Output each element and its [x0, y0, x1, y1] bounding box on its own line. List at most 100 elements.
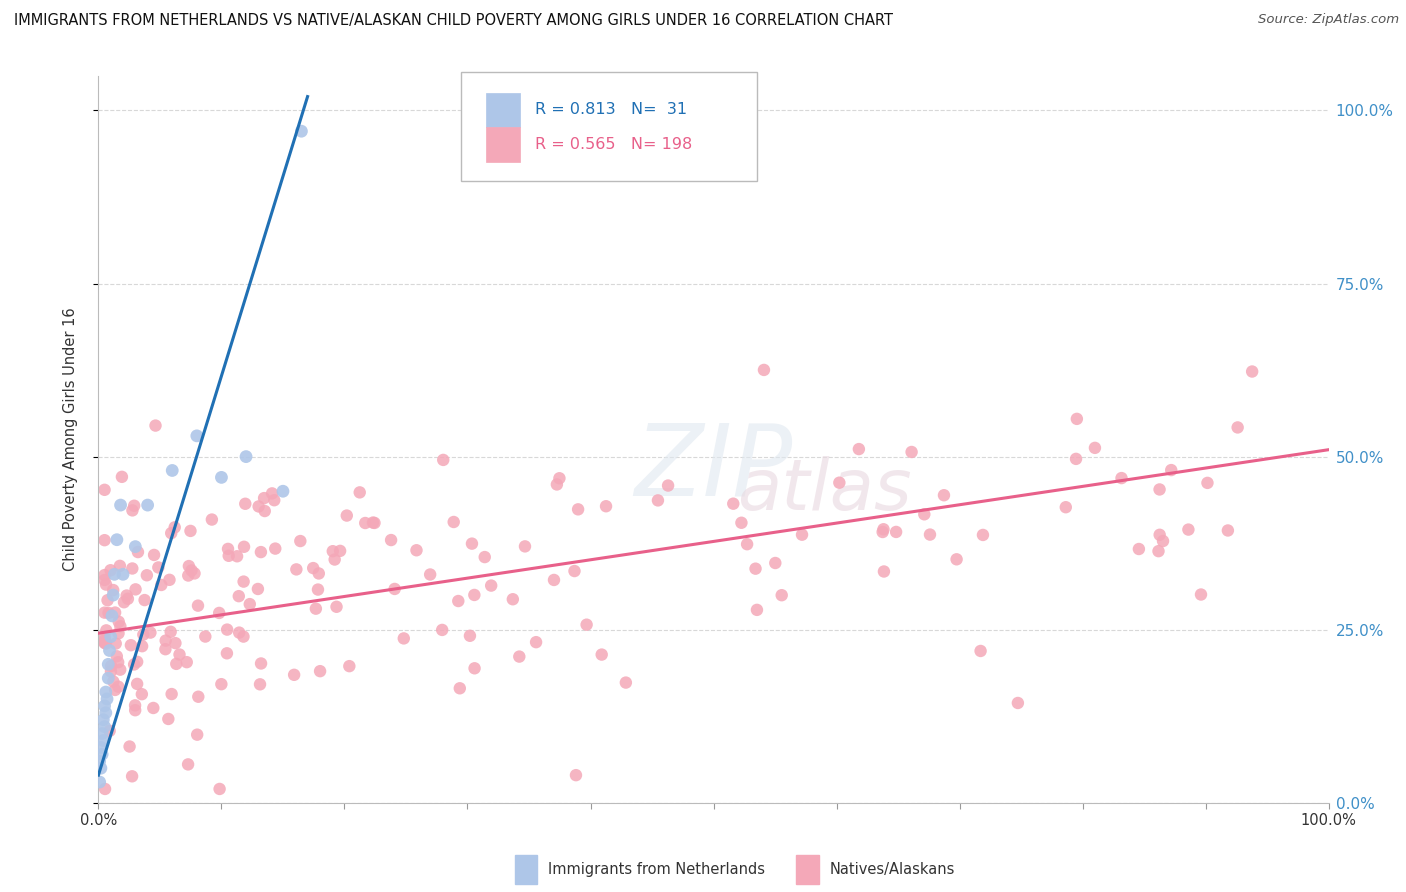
Point: [932, 488, 955, 502]
Point: [1226, 420, 1249, 434]
Point: [647, 493, 669, 508]
Point: [443, 515, 465, 529]
Point: [228, 625, 250, 640]
Point: [94, 685, 117, 699]
Point: [110, 619, 132, 633]
Point: [134, 593, 156, 607]
Text: ZIP: ZIP: [634, 420, 793, 516]
Point: [91, 747, 114, 762]
Point: [567, 502, 589, 516]
Point: [162, 463, 183, 477]
Point: [337, 659, 360, 673]
Point: [107, 680, 129, 694]
Point: [513, 540, 536, 554]
Point: [253, 504, 276, 518]
Point: [96, 624, 118, 638]
Point: [308, 566, 330, 581]
Point: [508, 649, 530, 664]
Point: [159, 624, 181, 639]
Point: [124, 540, 146, 554]
Point: [548, 471, 571, 485]
Point: [165, 636, 187, 650]
Point: [828, 475, 851, 490]
Point: [93, 720, 115, 734]
Point: [228, 589, 250, 603]
Point: [1128, 541, 1150, 556]
Point: [1084, 441, 1107, 455]
Point: [90, 740, 112, 755]
Point: [110, 498, 132, 512]
Point: [104, 682, 127, 697]
Point: [235, 450, 257, 464]
Point: [1152, 534, 1174, 549]
Point: [283, 668, 305, 682]
Point: [122, 499, 145, 513]
Point: [90, 761, 112, 775]
Point: [121, 503, 143, 517]
Point: [93, 636, 115, 650]
Text: Source: ZipAtlas.com: Source: ZipAtlas.com: [1258, 13, 1399, 27]
Point: [93, 606, 115, 620]
Point: [180, 564, 202, 578]
Point: [93, 698, 115, 713]
Point: [336, 508, 359, 523]
Point: [91, 726, 114, 740]
Point: [543, 573, 565, 587]
Text: atlas: atlas: [737, 456, 911, 524]
Point: [322, 544, 344, 558]
Point: [160, 687, 183, 701]
Point: [176, 655, 198, 669]
Point: [155, 642, 177, 657]
Point: [105, 649, 128, 664]
Point: [186, 429, 208, 443]
Point: [464, 661, 486, 675]
Point: [591, 648, 613, 662]
Point: [290, 124, 312, 138]
Point: [177, 757, 200, 772]
Point: [89, 754, 111, 768]
Point: [96, 593, 118, 607]
Point: [100, 659, 122, 673]
Point: [1064, 451, 1087, 466]
Point: [657, 478, 679, 492]
Point: [723, 497, 745, 511]
Point: [384, 582, 406, 596]
Point: [127, 677, 149, 691]
Point: [131, 639, 153, 653]
Point: [93, 635, 115, 649]
Point: [247, 500, 270, 514]
Point: [155, 633, 177, 648]
Point: [131, 687, 153, 701]
Point: [98, 643, 121, 657]
Point: [105, 533, 128, 547]
Y-axis label: Child Poverty Among Girls Under 16: Child Poverty Among Girls Under 16: [63, 308, 77, 571]
Point: [94, 781, 117, 796]
Point: [107, 615, 129, 629]
Point: [98, 723, 121, 738]
Point: [97, 671, 120, 685]
Point: [89, 775, 111, 789]
Point: [110, 663, 132, 677]
Point: [1241, 364, 1264, 378]
Point: [121, 561, 143, 575]
Point: [380, 533, 402, 547]
Point: [745, 603, 768, 617]
Point: [1149, 483, 1171, 497]
Text: IMMIGRANTS FROM NETHERLANDS VS NATIVE/ALASKAN CHILD POVERTY AMONG GIRLS UNDER 16: IMMIGRANTS FROM NETHERLANDS VS NATIVE/AL…: [14, 13, 893, 29]
Point: [354, 516, 377, 530]
FancyBboxPatch shape: [486, 93, 520, 128]
Point: [112, 595, 135, 609]
Point: [262, 486, 284, 500]
Point: [169, 648, 191, 662]
FancyBboxPatch shape: [461, 72, 756, 181]
Point: [461, 536, 484, 550]
Point: [575, 617, 598, 632]
Point: [124, 703, 146, 717]
Point: [1054, 500, 1077, 515]
Point: [139, 625, 162, 640]
Point: [848, 442, 870, 456]
Point: [884, 524, 907, 539]
Point: [209, 677, 232, 691]
Point: [208, 606, 231, 620]
Point: [730, 516, 752, 530]
